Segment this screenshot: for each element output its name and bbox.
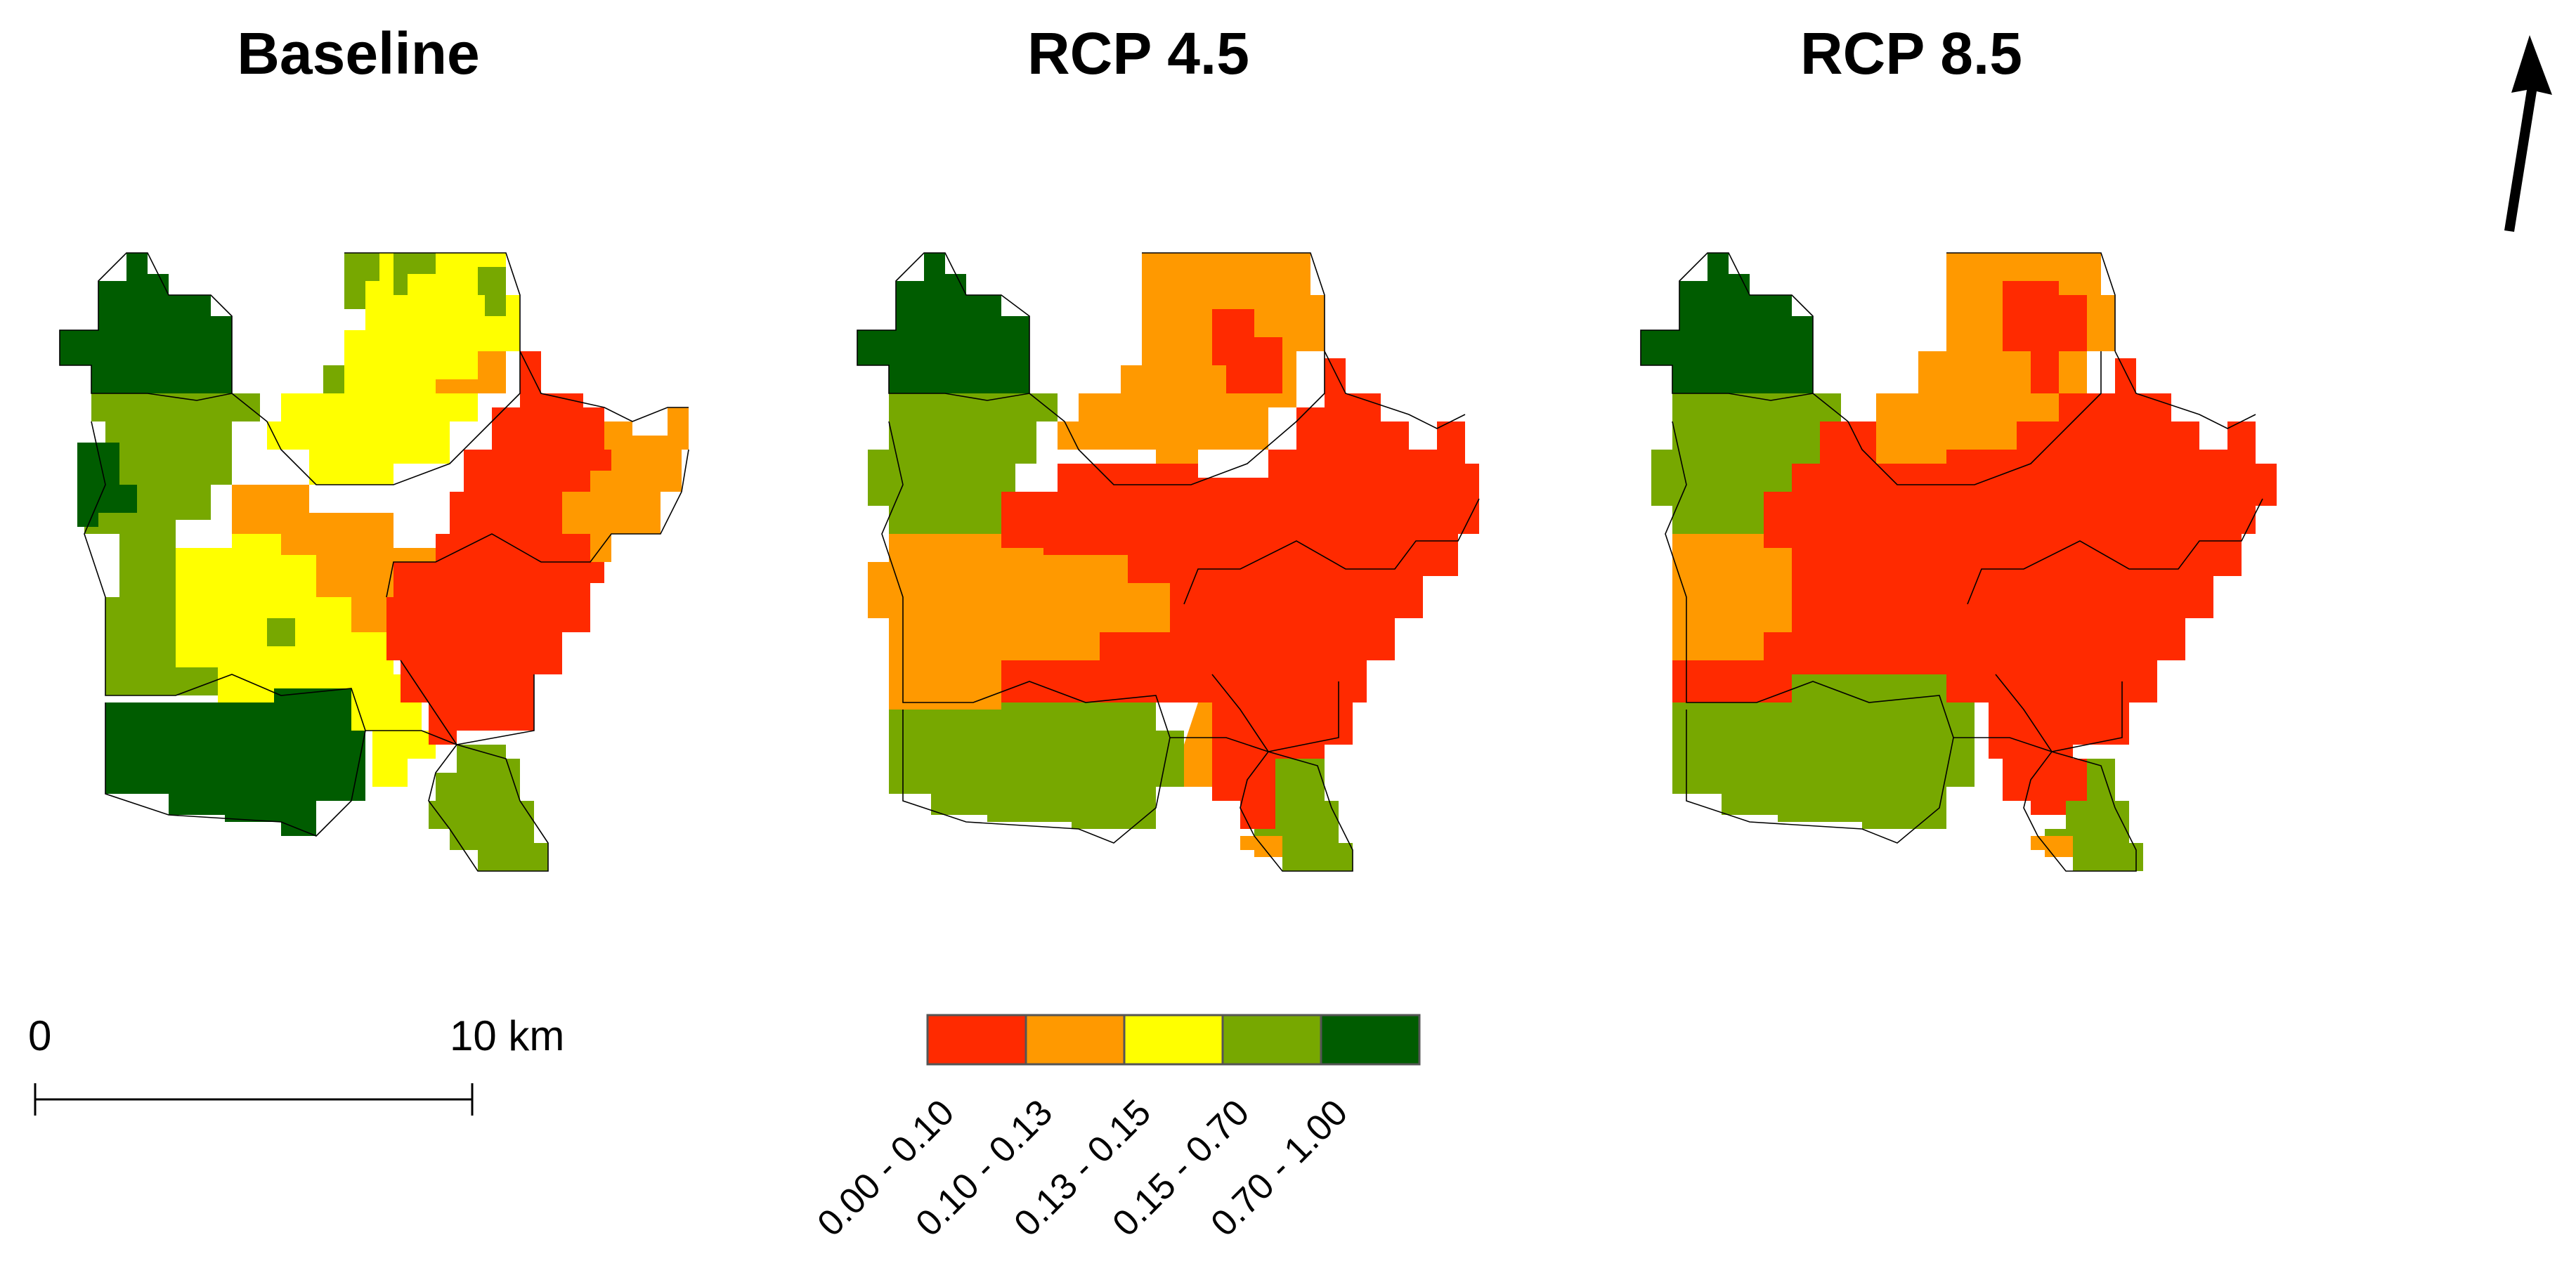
region-center-yellow	[176, 534, 436, 787]
region-west-orange	[868, 534, 1170, 710]
region-nw-darkgreen	[60, 253, 232, 393]
legend-swatch-1	[1024, 1014, 1126, 1066]
scale-bar	[34, 1083, 474, 1116]
region-north-yellow	[267, 253, 520, 485]
region-main-red	[1672, 281, 2277, 815]
legend-swatch-3	[1221, 1014, 1322, 1066]
region-se-green	[429, 745, 548, 871]
region-center-east-red	[1001, 358, 1479, 829]
region-west-green	[868, 393, 1058, 534]
region-south-green	[889, 702, 1184, 829]
map-rcp85	[1640, 252, 2277, 872]
region-outlines	[1640, 252, 2263, 872]
region-south-green	[1672, 674, 1975, 829]
region-west-orange	[1672, 534, 1792, 660]
map-title-rcp45: RCP 4.5	[1027, 20, 1249, 86]
region-east-red	[386, 351, 661, 745]
legend-swatch-0	[926, 1014, 1027, 1066]
region-sw-darkgreen	[105, 688, 365, 836]
map-title-baseline: Baseline	[237, 20, 480, 86]
region-west-green	[84, 393, 260, 695]
region-center-orange-strip	[1058, 604, 1212, 787]
region-outlines	[59, 252, 689, 872]
north-arrow-icon	[2504, 35, 2552, 232]
map-title-rcp85: RCP 8.5	[1800, 20, 2022, 86]
region-nw-darkgreen	[1641, 253, 1813, 393]
scale-bar-start-label: 0	[28, 1012, 52, 1059]
legend-swatch-4	[1320, 1014, 1421, 1066]
region-west-darkgreen-patch	[77, 443, 137, 527]
map-baseline	[59, 252, 689, 872]
legend-swatch-2	[1123, 1014, 1224, 1066]
region-se-green	[1240, 759, 1353, 871]
legend-swatches	[926, 1014, 1421, 1066]
region-north-orange	[1058, 253, 1325, 478]
region-outlines	[857, 252, 1480, 872]
region-nw-darkgreen	[857, 253, 1029, 393]
region-north-red-patch	[1212, 309, 1282, 393]
scale-bar-end-label: 10 km	[450, 1012, 565, 1059]
region-east-orange	[436, 351, 689, 562]
region-west-green	[1651, 393, 1841, 534]
map-rcp45	[857, 252, 1480, 872]
